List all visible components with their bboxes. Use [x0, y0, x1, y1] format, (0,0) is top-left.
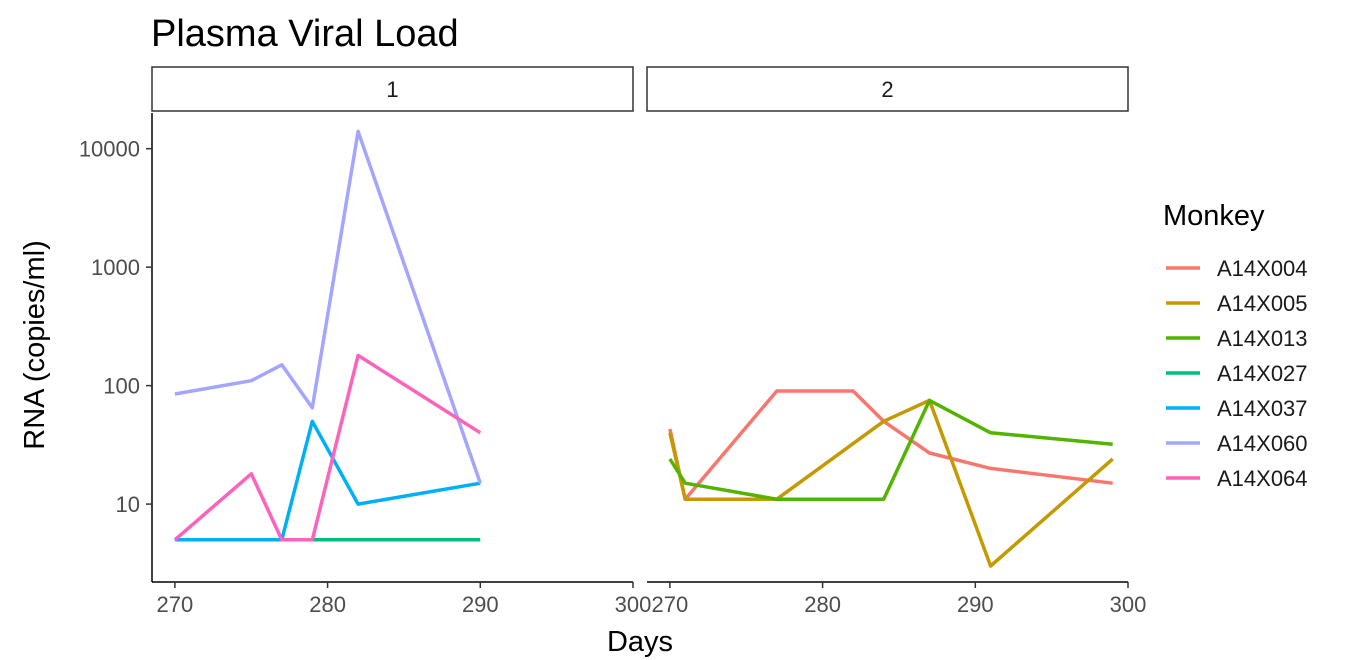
facet-panel-2: 2 270 280 290 300	[646, 66, 1147, 617]
x-tick-label: 270	[157, 592, 194, 617]
x-tick-label: 300	[1110, 592, 1147, 617]
legend-item-a14x027: A14X027	[1166, 361, 1308, 386]
legend-label: A14X060	[1217, 431, 1308, 456]
series-line-a14x064	[173, 353, 482, 542]
x-axis-title: Days	[607, 626, 673, 658]
x-tick-label: 290	[462, 592, 499, 617]
y-axis: 10 100 1000 10000	[79, 113, 153, 582]
x-tick-label: 280	[804, 592, 841, 617]
series-line-a14x005	[668, 398, 1114, 568]
facet-strip-box	[646, 66, 1129, 112]
legend-item-a14x005: A14X005	[1166, 291, 1308, 316]
x-tick-label: 290	[957, 592, 994, 617]
legend-item-a14x013: A14X013	[1166, 326, 1308, 351]
legend-item-a14x060: A14X060	[1166, 431, 1308, 456]
y-axis-title: RNA (copies/ml)	[19, 240, 51, 450]
series-line-a14x060	[174, 129, 482, 484]
legend-item-a14x004: A14X004	[1166, 256, 1308, 281]
chart-title: Plasma Viral Load	[151, 13, 459, 55]
legend-item-a14x037: A14X037	[1166, 396, 1308, 421]
y-tick-label: 10000	[79, 137, 140, 162]
series-line-a14x037	[174, 419, 481, 542]
y-tick-label: 10	[116, 492, 140, 517]
x-tick-label: 300	[615, 592, 652, 617]
facet-strip-label: 1	[386, 77, 398, 102]
series-line-a14x004	[668, 389, 1113, 501]
legend-item-a14x064: A14X064	[1166, 466, 1308, 491]
legend-label: A14X027	[1217, 361, 1308, 386]
facet-strip-box	[151, 66, 634, 112]
legend-label: A14X013	[1217, 326, 1308, 351]
y-tick-label: 100	[103, 374, 140, 399]
facet-panels: 1 270 280 290 300 2 270 280 290 300	[151, 66, 1147, 617]
series-line-a14x013	[668, 398, 1113, 501]
facet-strip-label: 2	[881, 77, 893, 102]
legend: Monkey A14X004 A14X005 A14X013 A14X027 A14X0…	[1163, 200, 1308, 491]
legend-label: A14X005	[1217, 291, 1308, 316]
facet-panel-1: 1 270 280 290 300	[151, 66, 652, 617]
legend-label: A14X064	[1217, 466, 1308, 491]
legend-label: A14X004	[1217, 256, 1308, 281]
x-tick-label: 280	[309, 592, 346, 617]
legend-title: Monkey	[1163, 200, 1265, 232]
y-tick-label: 1000	[91, 255, 140, 280]
x-tick-label: 270	[652, 592, 689, 617]
legend-label: A14X037	[1217, 396, 1308, 421]
